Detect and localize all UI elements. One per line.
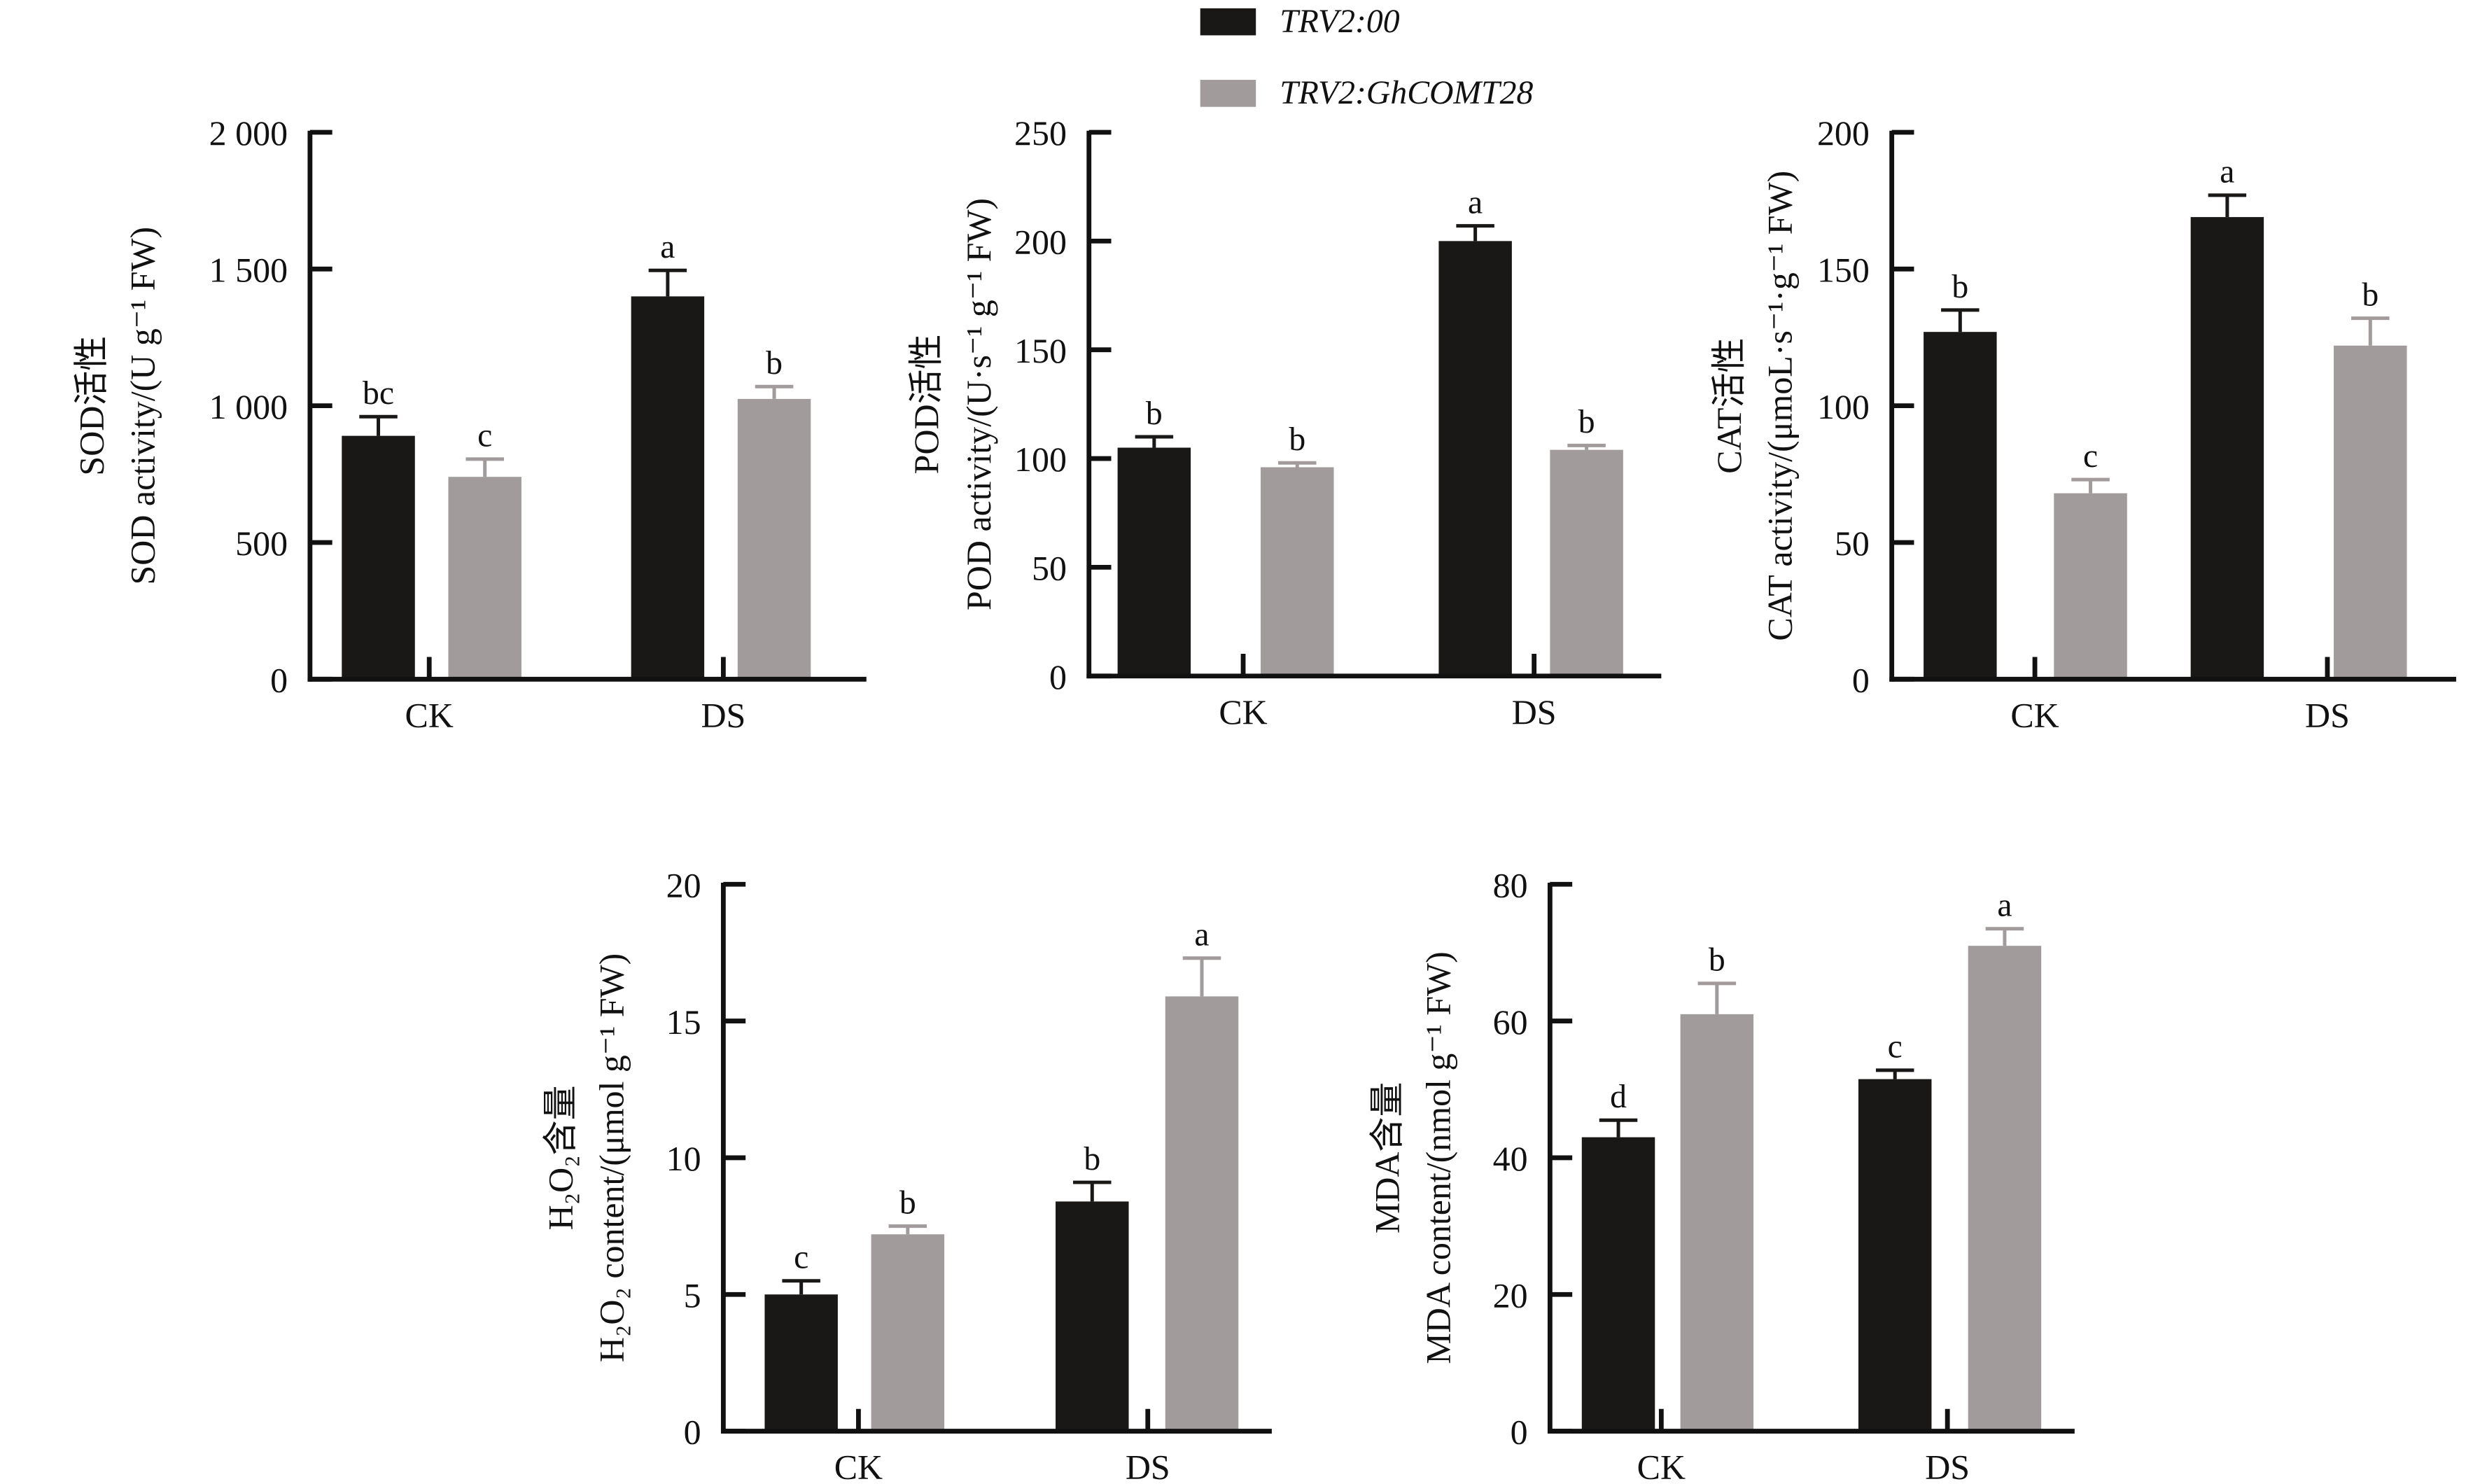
bar [448, 477, 521, 680]
y-axis-label-cn: POD活性 [906, 334, 946, 474]
bar [1924, 332, 1997, 680]
bar [871, 1234, 945, 1432]
significance-letter: a [660, 229, 675, 265]
y-tick-label: 1 500 [209, 251, 288, 290]
y-tick-label: 10 [666, 1139, 701, 1178]
y-tick-label: 250 [1014, 113, 1067, 153]
x-tick-label: CK [2010, 695, 2059, 734]
legend-label-trv2-ghcomt28: TRV2:GhCOMT28 [1280, 75, 1533, 111]
bar [1858, 1079, 1932, 1432]
significance-letter: b [1084, 1141, 1100, 1177]
y-tick-label: 15 [666, 1002, 701, 1042]
y-axis-label-cn: CAT活性 [1709, 338, 1749, 474]
legend-swatch-trv2-ghcomt28 [1200, 80, 1256, 107]
legend-label-trv2-00: TRV2:00 [1280, 4, 1399, 40]
bar [737, 398, 811, 680]
significance-letter: b [2362, 276, 2379, 313]
y-tick-label: 0 [1852, 660, 1870, 699]
y-axis-label: POD activity/(U·s⁻¹ g⁻¹ FW) [959, 198, 998, 610]
y-tick-label: 50 [1835, 524, 1870, 563]
y-tick-label: 0 [1049, 657, 1067, 696]
x-tick-label: DS [1126, 1448, 1170, 1484]
y-tick-label: 200 [1817, 113, 1870, 153]
y-tick-label: 50 [1032, 549, 1067, 588]
y-axis-label: H₂O₂ content/(μmol g⁻¹ FW) [591, 953, 631, 1362]
significance-letter: c [2083, 438, 2098, 475]
bar [631, 296, 705, 680]
significance-letter: a [1468, 184, 1483, 220]
significance-letter: bc [363, 375, 394, 412]
y-axis-label-cn: SOD活性 [72, 336, 111, 476]
x-tick-label: DS [1925, 1448, 1970, 1484]
x-tick-label: CK [1219, 692, 1267, 732]
y-tick-label: 0 [684, 1413, 701, 1452]
y-tick-label: 0 [1511, 1413, 1528, 1452]
chart-panel-1: b a b b 0 50 100 150 200 250 CK DS POD活性 POD activity… [906, 113, 1662, 732]
significance-letter: a [2220, 154, 2234, 190]
significance-letter: b [1289, 421, 1305, 458]
y-tick-label: 100 [1014, 440, 1067, 479]
chart-panel-2: b a c b 0 50 100 150 200 CK DS CAT活性 CAT activity/(μ… [1709, 113, 2456, 734]
significance-letter: c [1888, 1029, 1903, 1065]
x-tick-label: DS [2305, 695, 2350, 734]
y-tick-label: 500 [235, 524, 288, 563]
y-tick-label: 5 [684, 1275, 701, 1315]
x-tick-label: CK [834, 1448, 883, 1484]
legend-swatch-trv2-00 [1200, 8, 1256, 36]
y-tick-label: 0 [270, 660, 288, 699]
bar [1261, 467, 1334, 676]
chart-panel-0: bc a c b 0 500 1 000 1 500 2 000 CK DS SOD活性 SOD act… [72, 113, 867, 734]
significance-letter: b [1709, 942, 1725, 979]
y-tick-label: 2 000 [209, 113, 288, 153]
x-tick-label: CK [405, 695, 454, 734]
y-tick-label: 150 [1817, 251, 1870, 290]
significance-letter: c [477, 418, 492, 454]
y-axis-label: MDA content/(nmol g⁻¹ FW) [1418, 951, 1457, 1364]
significance-letter: a [1194, 917, 1209, 953]
y-tick-label: 1 000 [209, 387, 288, 426]
bar [1438, 241, 1512, 676]
bar [342, 435, 415, 680]
legend: TRV2:00 TRV2:GhCOMT28 [1200, 4, 1534, 111]
y-tick-label: 60 [1493, 1002, 1528, 1042]
bar [764, 1294, 838, 1432]
significance-letter: b [1146, 396, 1163, 432]
bar [2190, 217, 2264, 680]
y-tick-label: 20 [1493, 1275, 1528, 1315]
y-tick-label: 80 [1493, 865, 1528, 904]
x-tick-label: DS [1512, 692, 1557, 732]
x-tick-label: DS [701, 695, 745, 734]
significance-letter: b [899, 1184, 916, 1221]
y-axis-label-cn: MDA含量 [1368, 1082, 1407, 1233]
y-axis-label: SOD activity/(U g⁻¹ FW) [122, 227, 162, 585]
bar [2334, 345, 2407, 680]
y-axis-label: CAT activity/(μmoL·s⁻¹·g⁻¹ FW) [1760, 171, 1800, 641]
y-tick-label: 100 [1817, 387, 1870, 426]
bar [2054, 493, 2127, 680]
y-axis-label-cn: H₂O₂含量 [541, 1085, 580, 1230]
y-tick-label: 200 [1014, 223, 1067, 262]
y-tick-label: 20 [666, 865, 701, 904]
bar [1550, 449, 1623, 676]
x-tick-label: CK [1637, 1448, 1686, 1484]
chart-panel-4: d c b a 0 20 40 60 80 CK DS MDA含量 MDA content/(nmol … [1368, 865, 2075, 1484]
bar [1968, 946, 2042, 1432]
bar [1117, 447, 1191, 676]
chart-panel-3: c b b a 0 5 10 15 20 CK DS H₂O₂含量 H₂O₂ content/(μmol… [541, 865, 1272, 1484]
significance-letter: b [766, 345, 783, 382]
bar [1165, 996, 1239, 1432]
significance-letter: c [794, 1240, 808, 1276]
bar [1680, 1014, 1754, 1432]
significance-letter: b [1578, 404, 1595, 440]
y-tick-label: 150 [1014, 331, 1067, 370]
bar [1056, 1201, 1129, 1432]
significance-letter: a [1997, 888, 2012, 924]
significance-letter: b [1952, 269, 1968, 305]
y-tick-label: 40 [1493, 1139, 1528, 1178]
bar [1581, 1137, 1655, 1432]
significance-letter: d [1610, 1079, 1627, 1115]
